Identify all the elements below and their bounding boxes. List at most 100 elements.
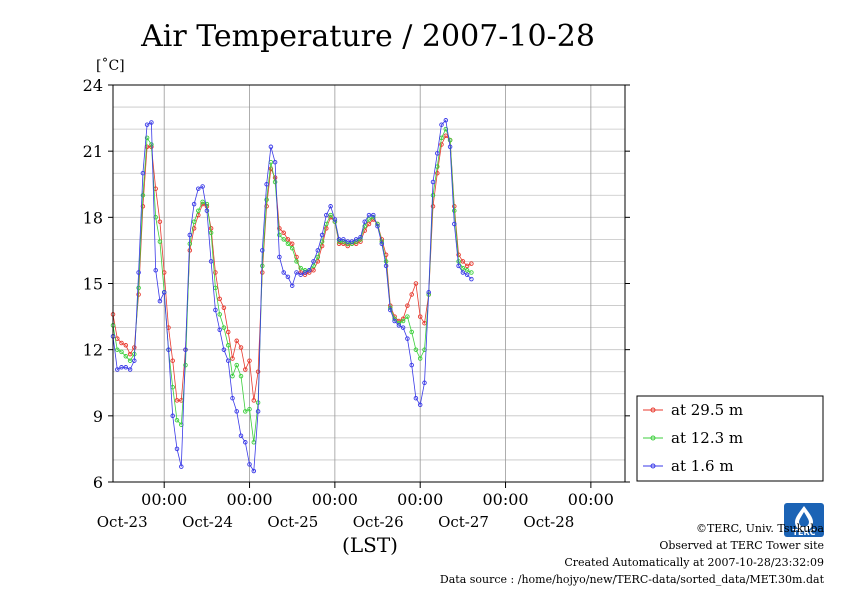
data-point [294, 259, 299, 264]
data-point [298, 265, 303, 271]
data-point [405, 336, 410, 341]
data-point [319, 232, 325, 238]
data-point [294, 270, 299, 275]
data-point [127, 367, 133, 372]
data-point [443, 118, 449, 123]
data-point [149, 120, 154, 125]
series-group [110, 118, 474, 474]
data-point [375, 223, 380, 229]
data-point [456, 263, 461, 269]
data-point [136, 270, 141, 275]
data-point [191, 226, 197, 231]
data-point [243, 409, 248, 414]
data-point [132, 358, 137, 363]
data-point [315, 248, 321, 253]
data-point [221, 325, 227, 330]
data-point [439, 142, 444, 147]
data-point [345, 239, 350, 244]
x-tick-time-label: 00:00 [568, 490, 614, 509]
data-point [324, 212, 329, 218]
data-point [332, 217, 338, 222]
data-point [119, 349, 124, 355]
data-point [272, 175, 278, 180]
data-point [400, 318, 406, 324]
data-point [217, 312, 222, 317]
legend-label: at 1.6 m [671, 457, 734, 475]
data-point [272, 159, 278, 165]
data-point [409, 329, 414, 335]
data-point [319, 243, 325, 249]
data-point [328, 212, 333, 218]
data-point [144, 122, 150, 127]
credit-source: Data source : /home/hojyo/new/TERC-data/… [439, 573, 824, 586]
data-point [127, 358, 133, 363]
data-point [277, 232, 282, 238]
y-tick-label: 24 [83, 76, 103, 95]
x-tick-date-label: Oct-27 [438, 513, 489, 531]
x-tick-date-label: Oct-24 [182, 513, 233, 531]
x-tick-date-label: Oct-28 [523, 513, 574, 531]
chart-title: Air Temperature / 2007-10-28 [140, 19, 595, 54]
data-point [392, 318, 397, 324]
data-point [136, 285, 141, 291]
data-point [435, 170, 440, 176]
data-point [413, 347, 419, 352]
data-point [238, 433, 244, 438]
data-point [225, 358, 231, 363]
data-point [388, 307, 393, 313]
data-point [243, 440, 248, 445]
data-point [452, 221, 457, 227]
data-point [115, 347, 120, 352]
data-point [247, 406, 252, 412]
data-point [366, 212, 372, 218]
y-tick-label: 18 [83, 208, 103, 227]
x-tick-time-label: 00:00 [226, 490, 272, 509]
data-point [115, 367, 120, 372]
data-point [251, 398, 257, 403]
data-point [405, 314, 410, 319]
data-point [362, 219, 367, 224]
data-point [413, 395, 419, 401]
data-point [119, 365, 124, 370]
y-tick-label: 9 [93, 407, 103, 426]
data-point [307, 268, 312, 273]
data-point [123, 365, 129, 370]
series-0 [110, 133, 474, 403]
legend-swatch-marker [650, 407, 656, 413]
data-point [191, 201, 197, 207]
x-tick-date-label: Oct-23 [97, 513, 148, 531]
data-point [328, 204, 333, 209]
data-point [281, 270, 286, 275]
data-point [469, 276, 474, 282]
data-point [157, 239, 163, 244]
x-tick-time-label: 00:00 [397, 490, 443, 509]
data-point [443, 133, 449, 138]
series-2 [110, 118, 474, 474]
data-point [298, 272, 303, 277]
data-point [260, 248, 265, 253]
data-point [217, 296, 222, 302]
data-point [179, 464, 184, 469]
data-point [464, 268, 470, 273]
data-point [234, 338, 239, 344]
data-point [413, 281, 419, 286]
data-point [422, 380, 427, 386]
data-point [264, 182, 269, 187]
y-tick-label: 21 [83, 142, 103, 161]
data-point [426, 290, 431, 295]
data-point [464, 272, 470, 277]
data-point [196, 208, 201, 213]
legend: at 29.5 m at 12.3 m at 1.6 m [636, 395, 824, 482]
data-point [285, 237, 291, 242]
logo-text: TERC [793, 528, 816, 537]
data-point [409, 292, 414, 297]
data-point [161, 290, 167, 295]
data-point [366, 217, 372, 222]
data-point [255, 409, 261, 414]
data-point [238, 345, 244, 350]
data-point [435, 151, 440, 156]
data-point [452, 208, 457, 213]
x-tick-time-label: 00:00 [482, 490, 528, 509]
series-line [112, 128, 472, 443]
data-point [140, 170, 146, 176]
